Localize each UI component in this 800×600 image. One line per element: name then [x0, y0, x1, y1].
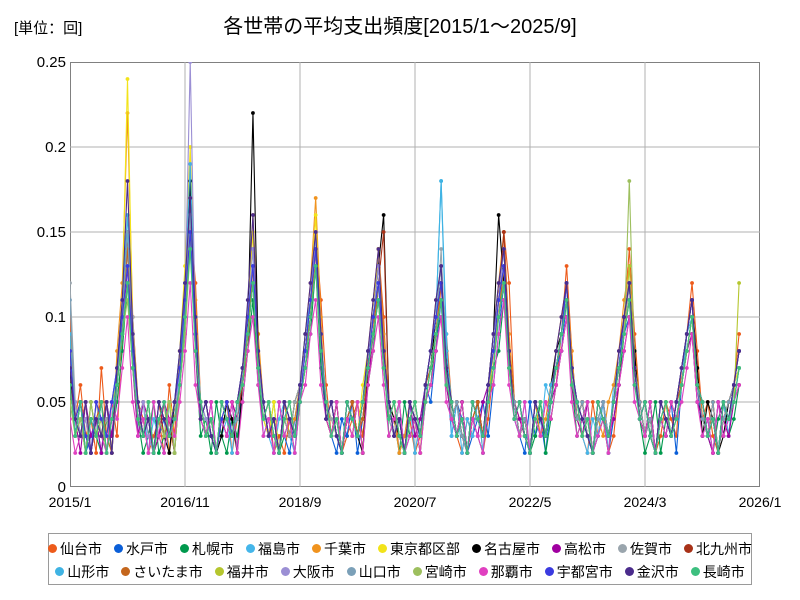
- legend-item-金沢市[interactable]: 金沢市: [624, 563, 679, 580]
- legend-marker-icon: [478, 567, 488, 576]
- legend-marker-icon: [378, 544, 387, 553]
- legend-marker-icon: [346, 567, 356, 576]
- y-axis-tick-label: 0.25: [36, 54, 66, 71]
- legend-item-佐賀市[interactable]: 佐賀市: [618, 541, 672, 557]
- legend-marker-icon: [690, 567, 700, 576]
- legend-marker-icon: [618, 544, 627, 553]
- legend-item-札幌市[interactable]: 札幌市: [180, 541, 234, 557]
- legend-item-さいたま市[interactable]: さいたま市: [121, 564, 203, 580]
- y-axis-tick-label: 0.1: [45, 309, 66, 326]
- legend-label: さいたま市: [133, 563, 203, 580]
- legend-item-山形市[interactable]: 山形市: [55, 564, 109, 580]
- legend-item-長崎市[interactable]: 長崎市: [690, 563, 745, 580]
- legend-label: 千葉市: [324, 540, 366, 557]
- legend-item-宮崎市[interactable]: 宮崎市: [412, 563, 467, 580]
- legend: 仙台市 水戸市 札幌市 福島市 千葉市 東京都区部 名古屋市 高松市 佐賀市 北九州市山形市 さいた…: [48, 533, 752, 585]
- legend-label: 金沢市: [636, 563, 679, 580]
- legend-label: 山形市: [67, 563, 110, 580]
- legend-item-那覇市[interactable]: 那覇市: [478, 563, 533, 580]
- legend-label: 山口市: [358, 563, 401, 580]
- legend-marker-icon: [114, 544, 123, 553]
- x-axis-tick-label: 2016/11: [160, 494, 210, 510]
- legend-row: 仙台市 水戸市 札幌市 福島市 千葉市 東京都区部 名古屋市 高松市 佐賀市 北九州市: [48, 537, 752, 560]
- legend-marker-icon: [552, 544, 561, 553]
- legend-label: 大阪市: [292, 563, 335, 580]
- legend-item-福井市[interactable]: 福井市: [214, 563, 269, 580]
- legend-marker-icon: [312, 544, 321, 553]
- legend-item-北九州市[interactable]: 北九州市: [684, 541, 752, 557]
- legend-label: 宮崎市: [424, 563, 467, 580]
- legend-marker-icon: [472, 544, 481, 553]
- legend-marker-icon: [214, 567, 224, 576]
- x-axis-tick-label: 2022/5: [508, 494, 552, 510]
- legend-item-福島市[interactable]: 福島市: [246, 541, 300, 557]
- legend-label: 那覇市: [490, 563, 533, 580]
- legend-label: 名古屋市: [484, 540, 540, 557]
- x-axis-tick-label: 2024/3: [623, 494, 667, 510]
- legend-row: 山形市 さいたま市 福井市 大阪市 山口市 宮崎市 那覇市 宇都宮市 金沢市 長崎市: [49, 560, 751, 583]
- legend-item-仙台市[interactable]: 仙台市: [48, 541, 102, 557]
- unit-label: [単位：回]: [14, 20, 83, 37]
- legend-item-水戸市[interactable]: 水戸市: [114, 541, 168, 557]
- x-axis-tick-label: 2018/9: [278, 494, 322, 510]
- legend-marker-icon: [48, 544, 57, 553]
- legend-item-山口市[interactable]: 山口市: [346, 563, 401, 580]
- legend-label: 福井市: [226, 563, 269, 580]
- legend-item-名古屋市[interactable]: 名古屋市: [472, 541, 540, 557]
- x-axis-tick-label: 2026/1: [738, 494, 782, 510]
- legend-marker-icon: [180, 544, 189, 553]
- legend-item-千葉市[interactable]: 千葉市: [312, 541, 366, 557]
- legend-item-高松市[interactable]: 高松市: [552, 541, 606, 557]
- legend-label: 北九州市: [696, 540, 752, 557]
- plot-area: [70, 62, 760, 487]
- legend-marker-icon: [412, 567, 422, 576]
- legend-label: 佐賀市: [630, 540, 672, 557]
- y-axis-tick-label: 0.2: [45, 139, 66, 156]
- series-長崎市: [70, 247, 741, 455]
- legend-marker-icon: [55, 567, 65, 576]
- x-axis-tick-label: 2015/1: [48, 494, 92, 510]
- y-axis-tick-label: 0.05: [36, 394, 66, 411]
- legend-label: 東京都区部: [390, 540, 460, 557]
- page-title: 各世帯の平均支出頻度[2015/1～2025/9]: [223, 16, 577, 38]
- legend-label: 高松市: [564, 540, 606, 557]
- y-axis-ticks: 0 0.05 0.1 0.15 0.2 0.25: [0, 0, 66, 600]
- legend-item-宇都宮市[interactable]: 宇都宮市: [544, 563, 613, 580]
- legend-label: 福島市: [258, 540, 300, 557]
- legend-label: 水戸市: [126, 540, 168, 557]
- legend-marker-icon: [246, 544, 255, 553]
- x-axis-tick-label: 2020/7: [393, 494, 437, 510]
- legend-label: 札幌市: [192, 540, 234, 557]
- legend-marker-icon: [624, 567, 634, 576]
- legend-marker-icon: [280, 567, 290, 576]
- legend-item-東京都区部[interactable]: 東京都区部: [378, 541, 460, 557]
- y-axis-tick-label: 0: [57, 479, 66, 496]
- legend-label: 長崎市: [702, 563, 745, 580]
- legend-label: 仙台市: [60, 540, 102, 557]
- legend-item-大阪市[interactable]: 大阪市: [280, 563, 335, 580]
- legend-marker-icon: [684, 544, 693, 553]
- legend-marker-icon: [121, 567, 131, 576]
- legend-marker-icon: [544, 567, 554, 576]
- legend-label: 宇都宮市: [556, 563, 613, 580]
- y-axis-tick-label: 0.15: [36, 224, 66, 241]
- series-canvas: [70, 62, 760, 487]
